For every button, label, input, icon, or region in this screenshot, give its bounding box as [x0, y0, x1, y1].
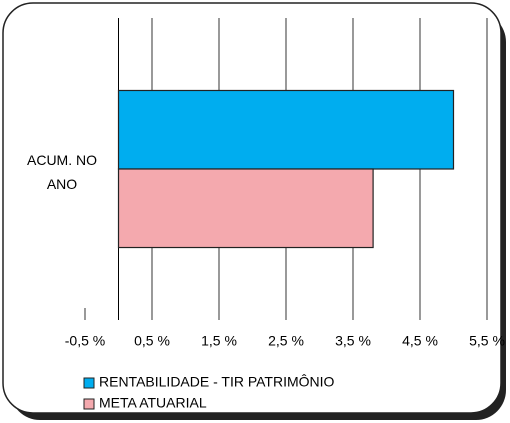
bar [117, 89, 455, 170]
legend-label: RENTABILIDADE - TIR PATRIMÔNIO [99, 374, 335, 390]
x-tick-label: -0,5 % [65, 333, 105, 349]
x-tick-label: 4,5 % [402, 333, 438, 349]
x-tick-label: 5,5 % [469, 333, 505, 349]
x-tick-label: 1,5 % [201, 333, 237, 349]
legend-swatch [83, 398, 95, 410]
x-tick-label: 3,5 % [335, 333, 371, 349]
x-tick-label: 2,5 % [268, 333, 304, 349]
x-tick-label: 0,5 % [134, 333, 170, 349]
legend-label: META ATUARIAL [99, 395, 207, 411]
bar [117, 168, 374, 249]
legend-swatch [83, 377, 95, 389]
category-label: ACUM. NO ANO [27, 152, 97, 192]
